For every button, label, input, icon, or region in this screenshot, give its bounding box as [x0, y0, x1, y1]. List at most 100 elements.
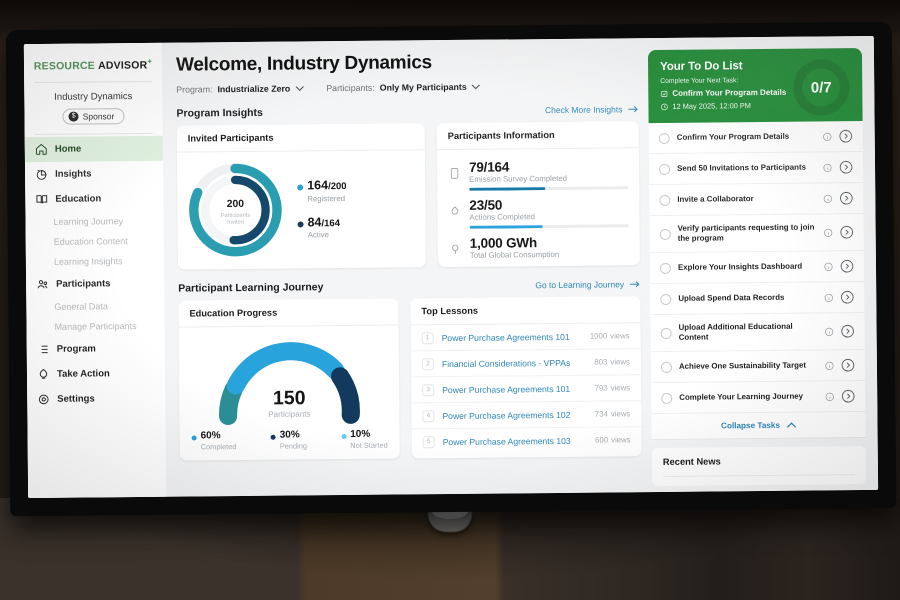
sidebar-item-take-action[interactable]: Take Action — [27, 360, 165, 386]
gauge-pct-completed: 60% — [200, 430, 221, 442]
info-icon[interactable] — [824, 228, 833, 237]
todo-checkbox[interactable] — [658, 132, 670, 144]
info-icon[interactable] — [823, 194, 832, 203]
sidebar-item-program[interactable]: Program — [27, 335, 165, 361]
pinfo-value-actions: 23/50 — [469, 197, 503, 213]
table-row[interactable]: 3 Power Purchase Agreements 101 793 views — [411, 375, 642, 404]
sidebar-subitem-manage-participants[interactable]: Manage Participants — [54, 320, 137, 332]
lesson-name[interactable]: Power Purchase Agreements 103 — [442, 435, 571, 447]
check-more-insights-link[interactable]: Check More Insights — [545, 104, 639, 115]
legend-value-active: 84/164 — [307, 215, 340, 229]
invited-donut-chart: 200 Participants Invited 164/200 Registe… — [177, 150, 426, 266]
table-row[interactable]: 5 Power Purchase Agreements 103 600 views — [412, 427, 642, 454]
list-item[interactable]: Explore Your Insights Dashboard — [649, 251, 865, 285]
table-row[interactable]: 1 Power Purchase Agreements 101 1000 view… — [410, 323, 641, 352]
application-window: RESOURCE ADVISOR+ Industry Dynamics $ Sp… — [23, 35, 879, 499]
lesson-views-value: 793 — [594, 383, 608, 393]
top-lessons-list: 1 Power Purchase Agreements 101 1000 view… — [410, 323, 642, 454]
invited-legend: 164/200 Registered 84/164 Active — [295, 179, 347, 239]
sidebar-subitem-general-data[interactable]: General Data — [54, 300, 108, 312]
pinfo-row-survey: 79/164 Emission Survey Completed — [448, 158, 629, 191]
collapse-tasks-button[interactable]: Collapse Tasks — [651, 412, 866, 441]
legend-value-registered: 164/200 — [307, 179, 346, 193]
info-icon[interactable] — [824, 262, 833, 271]
sidebar-subitem-learning-journey[interactable]: Learning Journey — [53, 215, 124, 227]
sidebar-subitem-learning-insights[interactable]: Learning Insights — [53, 255, 123, 267]
insights-row: Invited Participants 200 Participants In — [176, 121, 640, 270]
list-item[interactable]: Complete Your Learning Journey — [651, 381, 866, 415]
todo-checkbox[interactable] — [659, 228, 671, 240]
participants-icon — [37, 279, 48, 288]
sidebar-item-label-education: Education — [55, 192, 102, 205]
sidebar-item-participants[interactable]: Participants — [26, 270, 164, 296]
todo-next-task-label: Confirm Your Program Details — [672, 87, 787, 98]
todo-checkbox[interactable] — [661, 392, 673, 404]
chevron-right-icon[interactable] — [841, 359, 855, 373]
lesson-name[interactable]: Power Purchase Agreements 101 — [442, 383, 571, 395]
chevron-right-icon[interactable] — [839, 191, 853, 205]
sidebar-item-insights[interactable]: Insights — [25, 160, 163, 186]
app-logo[interactable]: RESOURCE ADVISOR+ — [24, 51, 162, 82]
info-icon[interactable] — [823, 163, 832, 172]
chevron-right-icon[interactable] — [841, 324, 855, 338]
gear-icon — [38, 394, 49, 404]
action-icon — [39, 368, 48, 379]
gauge-legend-pending: 30% Pending — [270, 429, 307, 450]
sidebar-item-settings[interactable]: Settings — [27, 385, 165, 411]
sidebar-item-label-home: Home — [54, 143, 82, 155]
chevron-right-icon[interactable] — [839, 129, 853, 143]
chevron-right-icon[interactable] — [840, 259, 854, 273]
pinfo-value-consumption: 1,000 GWh — [469, 235, 538, 251]
go-to-learning-journey-link[interactable]: Go to Learning Journey — [535, 279, 640, 290]
program-filter[interactable]: Program: Industrialize Zero — [176, 83, 304, 95]
info-icon[interactable] — [823, 132, 832, 141]
sidebar-subitem-education-content[interactable]: Education Content — [53, 235, 128, 247]
sidebar-item-education[interactable]: Education — [25, 185, 163, 211]
chevron-down-icon — [472, 84, 481, 90]
chevron-right-icon[interactable] — [840, 225, 854, 239]
lesson-name[interactable]: Power Purchase Agreements 101 — [441, 331, 570, 343]
lesson-views-value: 1000 — [589, 331, 608, 341]
list-item[interactable]: Verify participants requesting to join t… — [649, 214, 864, 254]
table-row[interactable]: 4 Power Purchase Agreements 102 734 views — [411, 401, 642, 430]
list-item[interactable]: Confirm Your Program Details — [648, 121, 863, 155]
todo-checkbox[interactable] — [660, 361, 673, 373]
lesson-views: 1000 views — [588, 330, 630, 341]
pinfo-label-actions: Actions Completed — [469, 212, 535, 222]
chevron-right-icon[interactable] — [841, 390, 855, 404]
check-more-insights-label: Check More Insights — [544, 104, 623, 116]
list-item[interactable]: Upload Additional Educational Content — [650, 313, 865, 353]
education-progress-body: 150 Participants 60% Completed — [179, 326, 400, 460]
chevron-right-icon[interactable] — [839, 160, 853, 174]
info-icon[interactable] — [824, 327, 834, 336]
sponsor-badge[interactable]: $ Sponsor — [62, 107, 125, 125]
list-item[interactable]: Achieve One Sustainability Target — [650, 350, 866, 384]
todo-item-label: Upload Spend Data Records — [678, 292, 785, 303]
participants-filter[interactable]: Participants: Only My Participants — [326, 82, 481, 93]
sidebar-item-home[interactable]: Home — [24, 135, 163, 162]
sidebar-nav: Home Insights Education Learning Journey… — [24, 133, 166, 411]
clock-icon — [661, 103, 668, 110]
lesson-name[interactable]: Financial Considerations - VPPAs — [441, 357, 571, 369]
top-lessons-card: Top Lessons 1 Power Purchase Agreements … — [410, 296, 642, 459]
todo-checkbox[interactable] — [659, 262, 672, 274]
todo-checkbox[interactable] — [660, 327, 672, 339]
gauge-dot-pending — [270, 434, 276, 440]
lesson-views-word: views — [610, 357, 630, 367]
todo-checkbox[interactable] — [659, 194, 671, 206]
lesson-name[interactable]: Power Purchase Agreements 102 — [442, 409, 571, 421]
info-icon[interactable] — [825, 361, 834, 370]
info-icon[interactable] — [825, 392, 834, 401]
table-row[interactable]: 2 Financial Considerations - VPPAs 803 vi… — [410, 349, 642, 378]
list-item[interactable]: Send 50 Invitations to Participants — [648, 152, 864, 186]
list-icon — [38, 345, 48, 353]
todo-checkbox[interactable] — [658, 163, 671, 175]
info-icon[interactable] — [824, 293, 833, 302]
gauge-dot-not-started — [341, 434, 347, 440]
lesson-views: 600 views — [593, 434, 631, 445]
todo-checkbox[interactable] — [660, 293, 672, 305]
chevron-right-icon[interactable] — [840, 290, 854, 304]
participants-information-card: Participants Information 79/164 Emission… — [436, 121, 640, 268]
list-item[interactable]: Upload Spend Data Records — [650, 282, 865, 316]
list-item[interactable]: Invite a Collaborator — [649, 183, 864, 217]
